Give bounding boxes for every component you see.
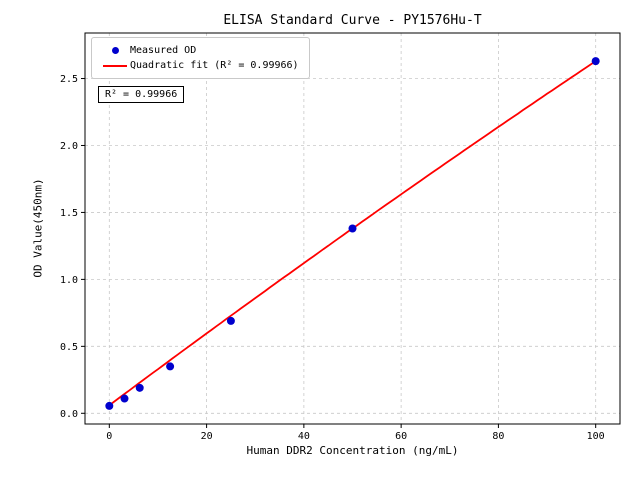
r-squared-annotation: R² = 0.99966 [98,86,185,103]
data-point [348,224,357,233]
data-point [135,383,144,392]
plot-frame [84,32,621,425]
legend-label: Measured OD [130,45,197,56]
chart-title: ELISA Standard Curve - PY1576Hu-T [223,13,482,28]
fit-line [108,60,597,407]
data-point [120,394,129,403]
x-tick-label: 100 [587,431,605,442]
data-point [166,362,175,371]
y-tick-label: 0.5 [60,342,78,353]
data-point [226,316,235,325]
scatter-points [105,57,600,410]
data-point [591,57,600,66]
legend-entry-measured-od: Measured OD [100,43,299,58]
x-tick-label: 20 [201,431,213,442]
y-axis-label: OD Value(450nm) [31,178,45,278]
y-tick-label: 2.0 [60,141,78,152]
line-marker-icon [100,64,130,67]
legend-entry-quadratic-fit: Quadratic fit (R² = 0.99966) [100,58,299,73]
x-tick-label: 80 [492,431,504,442]
x-tick-label: 60 [395,431,407,442]
axis-ticks [81,78,597,428]
scatter-marker-icon [100,47,130,54]
tick-labels: 0 20 40 60 80 100 0.0 0.5 1.0 1.5 2.0 2.5 [60,74,605,442]
x-tick-label: 40 [298,431,310,442]
y-tick-label: 0.0 [60,409,78,420]
y-tick-label: 1.0 [60,275,78,286]
data-point [105,401,114,410]
x-axis-label: Human DDR2 Concentration (ng/mL) [246,444,459,457]
y-tick-label: 1.5 [60,208,78,219]
grid-lines [85,33,620,424]
y-tick-label: 2.5 [60,74,78,85]
x-tick-label: 0 [106,431,112,442]
legend-label: Quadratic fit (R² = 0.99966) [130,60,299,71]
legend: Measured OD Quadratic fit (R² = 0.99966) [91,37,310,79]
